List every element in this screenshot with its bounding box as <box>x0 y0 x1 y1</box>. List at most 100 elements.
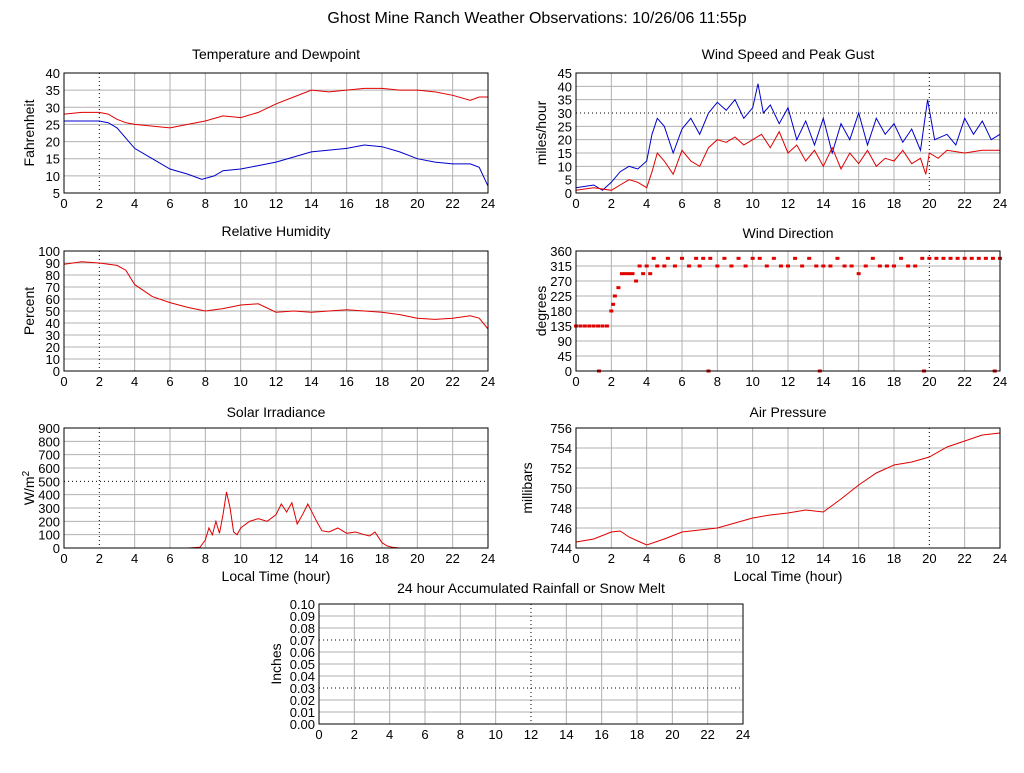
y-tick-label: 0.02 <box>290 693 315 708</box>
data-point <box>884 264 889 268</box>
data-point <box>623 272 628 276</box>
x-tick-label: 4 <box>131 196 138 211</box>
x-axis-label: Local Time (hour) <box>222 568 331 584</box>
x-tick-label: 6 <box>421 727 428 742</box>
y-tick-label: 40 <box>558 79 572 94</box>
x-tick-label: 22 <box>700 727 714 742</box>
x-tick-label: 14 <box>304 551 318 566</box>
x-tick-label: 10 <box>233 196 247 211</box>
data-point <box>616 286 621 290</box>
plot-frame <box>575 72 1001 194</box>
data-point <box>764 264 769 268</box>
data-point <box>969 256 974 260</box>
data-point <box>870 256 875 260</box>
y-tick-label: 300 <box>38 501 60 516</box>
data-point <box>644 264 649 268</box>
x-tick-label: 12 <box>781 551 795 566</box>
data-point <box>906 264 911 268</box>
y-tick-label: 750 <box>550 481 572 496</box>
y-tick-label: 80 <box>46 268 60 283</box>
data-point <box>962 256 967 260</box>
y-axis-label: degrees <box>533 286 549 337</box>
data-point <box>941 256 946 260</box>
x-tick-label: 8 <box>202 196 209 211</box>
y-tick-label: 0.03 <box>290 681 315 696</box>
y-axis-label: W/m2 <box>21 470 38 505</box>
y-axis-label: miles/hour <box>533 100 549 165</box>
y-tick-label: 100 <box>38 528 60 543</box>
y-tick-label: 20 <box>558 133 572 148</box>
y-tick-label: 90 <box>558 334 572 349</box>
data-point <box>757 256 762 260</box>
x-tick-label: 2 <box>608 374 615 389</box>
x-tick-label: 18 <box>887 374 901 389</box>
data-point <box>835 256 840 260</box>
data-point <box>634 279 639 283</box>
series-line-temperature <box>63 87 488 129</box>
x-tick-label: 0 <box>315 727 322 742</box>
x-tick-label: 24 <box>736 727 750 742</box>
x-tick-label: 2 <box>351 727 358 742</box>
y-tick-label: 30 <box>46 328 60 343</box>
data-point <box>948 256 953 260</box>
x-tick-label: 10 <box>745 196 759 211</box>
x-tick-label: 6 <box>166 374 173 389</box>
y-tick-label: 315 <box>550 259 572 274</box>
x-tick-label: 6 <box>678 551 685 566</box>
data-point <box>983 256 988 260</box>
x-tick-label: 4 <box>386 727 393 742</box>
chart-title: Wind Speed and Peak Gust <box>702 46 875 62</box>
data-point <box>849 264 854 268</box>
x-tick-label: 20 <box>922 374 936 389</box>
data-point <box>701 256 706 260</box>
y-tick-label: 30 <box>46 100 60 115</box>
data-point <box>807 256 812 260</box>
x-tick-label: 16 <box>339 196 353 211</box>
page-title: Ghost Mine Ranch Weather Observations: 1… <box>327 10 746 27</box>
y-tick-label: 0.10 <box>290 597 315 612</box>
x-tick-label: 14 <box>816 551 830 566</box>
data-point <box>913 264 918 268</box>
plot-frame <box>318 603 744 725</box>
y-tick-label: 20 <box>46 340 60 355</box>
series-line-air-pressure <box>575 432 1001 546</box>
x-tick-label: 24 <box>993 196 1007 211</box>
data-point <box>786 264 790 268</box>
x-tick-label: 4 <box>643 551 650 566</box>
x-tick-label: 22 <box>957 374 971 389</box>
y-tick-label: 0.04 <box>290 669 315 684</box>
x-tick-label: 12 <box>269 551 283 566</box>
x-tick-label: 12 <box>524 727 538 742</box>
x-tick-label: 12 <box>781 374 795 389</box>
x-tick-label: 24 <box>993 551 1007 566</box>
series-line-dewpoint <box>64 120 489 187</box>
x-tick-label: 0 <box>572 196 579 211</box>
x-tick-label: 4 <box>131 551 138 566</box>
x-tick-label: 6 <box>678 374 685 389</box>
y-tick-label: 0 <box>53 364 60 379</box>
y-tick-label: 225 <box>550 289 572 304</box>
series-line-relative-humidity <box>63 261 489 330</box>
x-tick-label: 24 <box>481 551 495 566</box>
y-tick-label: 60 <box>46 292 60 307</box>
data-point <box>793 256 798 260</box>
data-point <box>687 264 692 268</box>
x-tick-label: 18 <box>375 196 389 211</box>
x-tick-label: 0 <box>60 374 67 389</box>
data-point <box>651 256 656 260</box>
data-point <box>715 264 720 268</box>
data-point <box>771 256 776 260</box>
x-tick-label: 4 <box>131 374 138 389</box>
data-point <box>990 256 995 260</box>
plot-frame <box>575 250 1001 372</box>
y-tick-label: 0.05 <box>290 657 315 672</box>
x-tick-label: 10 <box>745 551 759 566</box>
y-tick-label: 10 <box>46 169 60 184</box>
x-tick-label: 10 <box>233 551 247 566</box>
data-point <box>892 264 896 268</box>
x-tick-label: 20 <box>665 727 679 742</box>
